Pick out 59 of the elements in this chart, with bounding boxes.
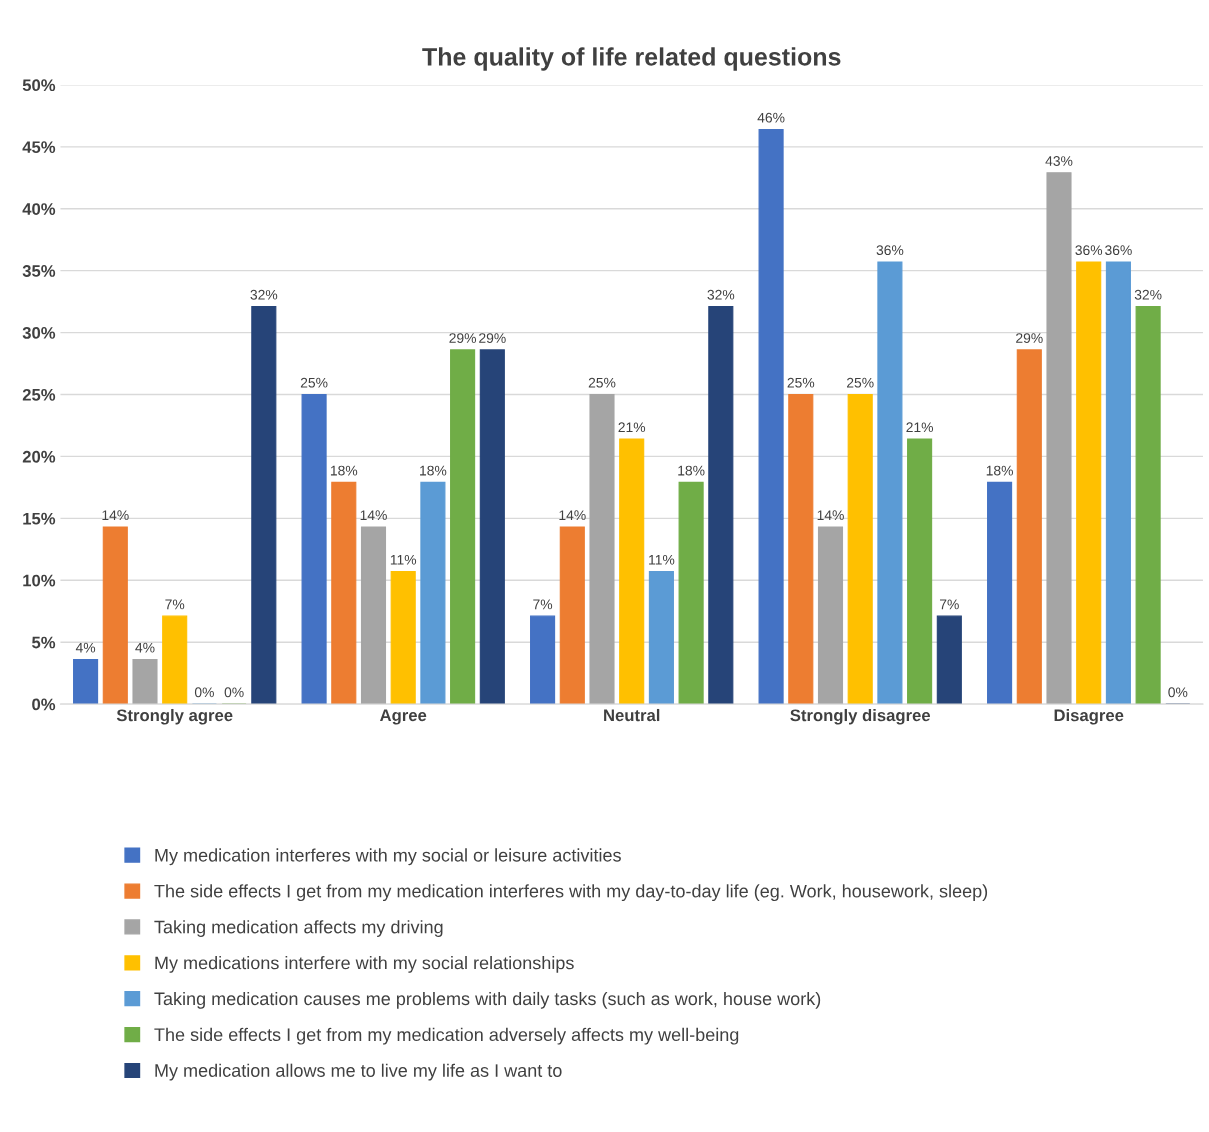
y-tick-label: 5% xyxy=(32,636,56,649)
legend-label: My medication allows me to live my life as I want to xyxy=(155,1063,562,1081)
data-label: 4% xyxy=(135,642,155,653)
x-tick-label: Strongly disagree xyxy=(790,708,931,725)
data-label: 7% xyxy=(165,599,185,610)
data-label: 46% xyxy=(757,112,785,123)
data-label: 14% xyxy=(360,510,387,521)
data-label: 11% xyxy=(649,554,675,565)
x-tick-label: Agree xyxy=(380,709,427,725)
y-tick-label: 0% xyxy=(32,698,56,711)
y-tick-label: 50% xyxy=(22,79,56,92)
data-label: 21% xyxy=(618,422,646,433)
data-label: 18% xyxy=(986,465,1013,476)
data-label: 21% xyxy=(906,422,934,433)
data-label: 0% xyxy=(1168,687,1188,698)
y-tick-label: 15% xyxy=(23,512,56,525)
legend-label: My medications interfere with my social relationships xyxy=(155,956,574,973)
legend-label: Taking medication affects my driving xyxy=(154,920,443,937)
data-label: 0% xyxy=(224,687,244,698)
data-label: 18% xyxy=(420,465,447,476)
data-label: 25% xyxy=(787,377,815,388)
x-tick-label: Strongly agree xyxy=(116,708,233,725)
data-label: 29% xyxy=(479,333,506,344)
data-label: 32% xyxy=(1134,289,1162,300)
data-label: 32% xyxy=(707,289,735,300)
data-label: 18% xyxy=(330,465,358,476)
data-label: 4% xyxy=(75,642,96,653)
data-label: 32% xyxy=(250,289,278,300)
data-label: 36% xyxy=(1075,245,1103,256)
chart-title: The quality of life related questions xyxy=(422,47,841,71)
data-label: 14% xyxy=(817,510,844,521)
data-label: 25% xyxy=(588,377,616,388)
data-label: 7% xyxy=(939,599,959,610)
y-tick-label: 40% xyxy=(22,203,56,215)
data-label: 11% xyxy=(390,554,417,565)
y-tick-label: 25% xyxy=(22,388,56,401)
x-tick-label: Neutral xyxy=(604,708,660,722)
y-tick-label: 30% xyxy=(22,326,56,339)
data-label: 36% xyxy=(1105,245,1132,256)
y-tick-label: 20% xyxy=(22,450,56,463)
y-tick-label: 45% xyxy=(22,141,56,154)
x-tick-label: Disagree xyxy=(1054,708,1124,725)
legend-label: Taking medication causes me problems with daily tasks (such as work, house work) xyxy=(154,991,821,1009)
data-label: 0% xyxy=(194,687,214,698)
data-label: 14% xyxy=(102,510,129,521)
data-label: 29% xyxy=(449,333,477,344)
data-label: 43% xyxy=(1045,156,1073,166)
legend-label: The side effects I get from my medication adversely affects my well-being xyxy=(154,1027,739,1045)
data-label: 14% xyxy=(559,510,586,521)
data-label: 36% xyxy=(876,245,904,256)
data-label: 18% xyxy=(678,465,705,476)
y-tick-label: 35% xyxy=(22,265,56,277)
legend-label: My medication interferes with my social or leisure activities xyxy=(155,848,621,866)
data-label: 25% xyxy=(300,377,328,388)
legend-label: The side effects I get from my medication interferes with my day-to-day life (eg. Work, housework, sleep) xyxy=(154,884,988,902)
data-label: 25% xyxy=(847,377,874,388)
data-label: 7% xyxy=(533,599,553,610)
y-tick-label: 10% xyxy=(23,574,56,587)
data-label: 29% xyxy=(1016,333,1043,344)
